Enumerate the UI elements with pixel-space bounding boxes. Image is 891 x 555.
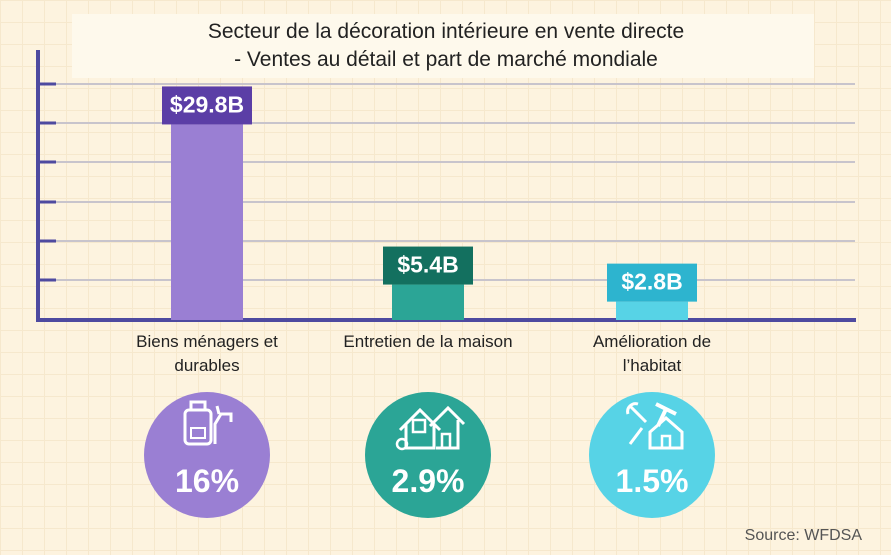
bar: [616, 301, 688, 320]
value-label: $29.8B: [170, 91, 244, 117]
share-label: 1.5%: [616, 463, 689, 499]
value-label-box: [383, 246, 473, 285]
source: Source: WFDSA: [745, 527, 863, 544]
chart-subtitle: - Ventes au détail et part de marché mon…: [234, 48, 658, 71]
share-icon: [626, 402, 684, 450]
value-label: $5.4B: [397, 252, 458, 278]
category-label: Biens ménagers et durables: [136, 332, 278, 375]
share-circle: [144, 392, 270, 518]
category-label: Amélioration de l’habitat: [592, 332, 712, 375]
title-box: [72, 14, 814, 78]
chart-title: Secteur de la décoration intérieure en v…: [208, 20, 684, 43]
value-label-box: [607, 263, 697, 302]
share-icon: [395, 405, 466, 451]
share-circle: [589, 392, 715, 518]
bar: [392, 284, 464, 320]
share-label: 16%: [175, 463, 239, 499]
bar: [171, 124, 243, 320]
share-label: 2.9%: [392, 463, 465, 499]
share-circle: [365, 392, 491, 518]
value-label-box: [162, 86, 252, 125]
axis-ticks: [38, 82, 56, 282]
share-icon: [183, 400, 233, 446]
value-label: $2.8B: [621, 269, 682, 295]
category-label: Entretien de la maison: [343, 332, 513, 351]
